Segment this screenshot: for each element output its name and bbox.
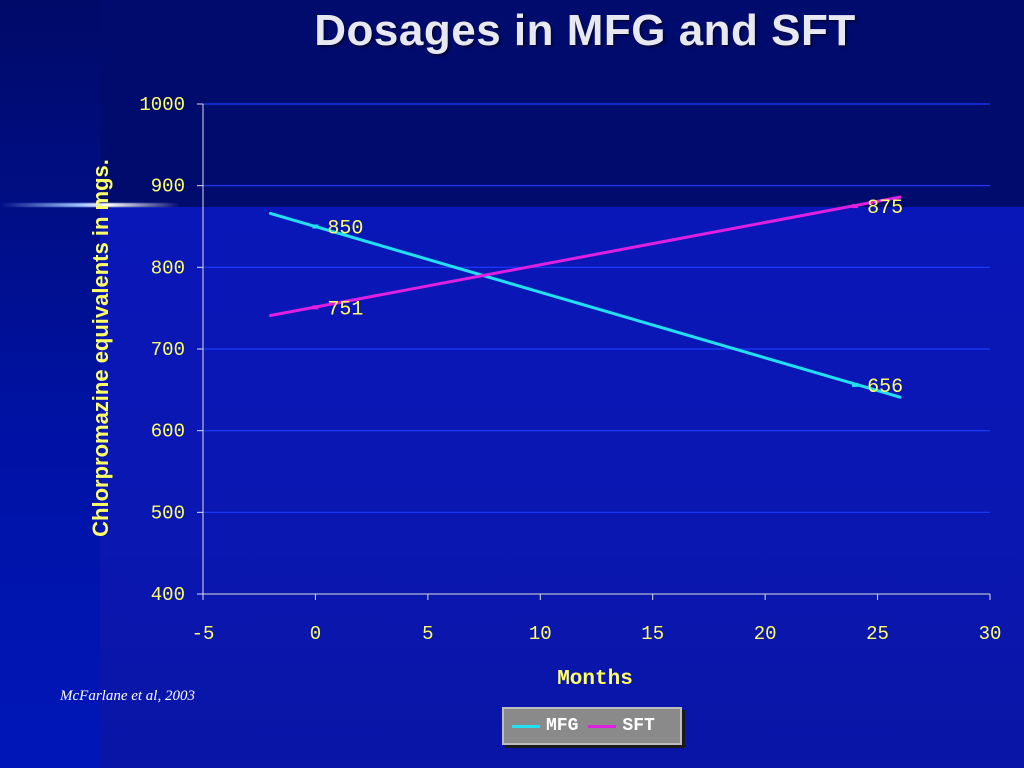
background-left-band (0, 0, 100, 768)
x-tick-label: -5 (192, 623, 215, 645)
data-point-mfg-1 (852, 382, 859, 387)
y-tick-label: 1000 (139, 94, 185, 116)
data-label-mfg-1: 656 (867, 376, 903, 399)
data-label-mfg-0: 850 (327, 218, 363, 241)
data-point-sft-1 (852, 204, 859, 209)
decorative-glow-line (0, 203, 180, 207)
x-tick-label: 30 (979, 623, 1002, 645)
chart-legend: MFG SFT (502, 707, 682, 745)
background-lower-panel (100, 207, 1024, 768)
chart-title: Dosages in MFG and SFT (314, 6, 856, 55)
y-tick-label: 700 (151, 339, 185, 361)
citation: McFarlane et al, 2003 (60, 688, 195, 704)
y-tick-label: 400 (151, 584, 185, 606)
y-tick-label: 600 (151, 421, 185, 443)
x-tick-label: 25 (866, 623, 889, 645)
data-point-sft-0 (312, 305, 319, 310)
series-line-mfg (268, 211, 902, 399)
y-tick-label: 900 (151, 176, 185, 198)
y-tick-label: 800 (151, 257, 185, 279)
data-label-sft-1: 875 (867, 197, 903, 220)
data-point-mfg-0 (312, 224, 319, 229)
x-tick-label: 0 (310, 623, 321, 645)
legend-label-mfg: MFG (546, 716, 579, 736)
x-tick-label: 10 (529, 623, 552, 645)
y-tick-label: 500 (151, 502, 185, 524)
legend-swatch-sft (588, 724, 617, 728)
legend-item-sft: SFT (588, 716, 655, 736)
legend-swatch-mfg (512, 724, 540, 728)
legend-label-sft: SFT (622, 716, 655, 736)
legend-item-mfg: MFG (512, 716, 578, 736)
x-tick-label: 15 (641, 623, 664, 645)
x-axis-label: Months (557, 668, 633, 691)
data-label-sft-0: 751 (327, 298, 363, 321)
x-tick-label: 5 (422, 623, 433, 645)
y-axis-label: Chlorpromazine equivalents in mgs. (88, 159, 113, 537)
x-tick-label: 20 (754, 623, 777, 645)
series-line-sft (268, 195, 902, 318)
